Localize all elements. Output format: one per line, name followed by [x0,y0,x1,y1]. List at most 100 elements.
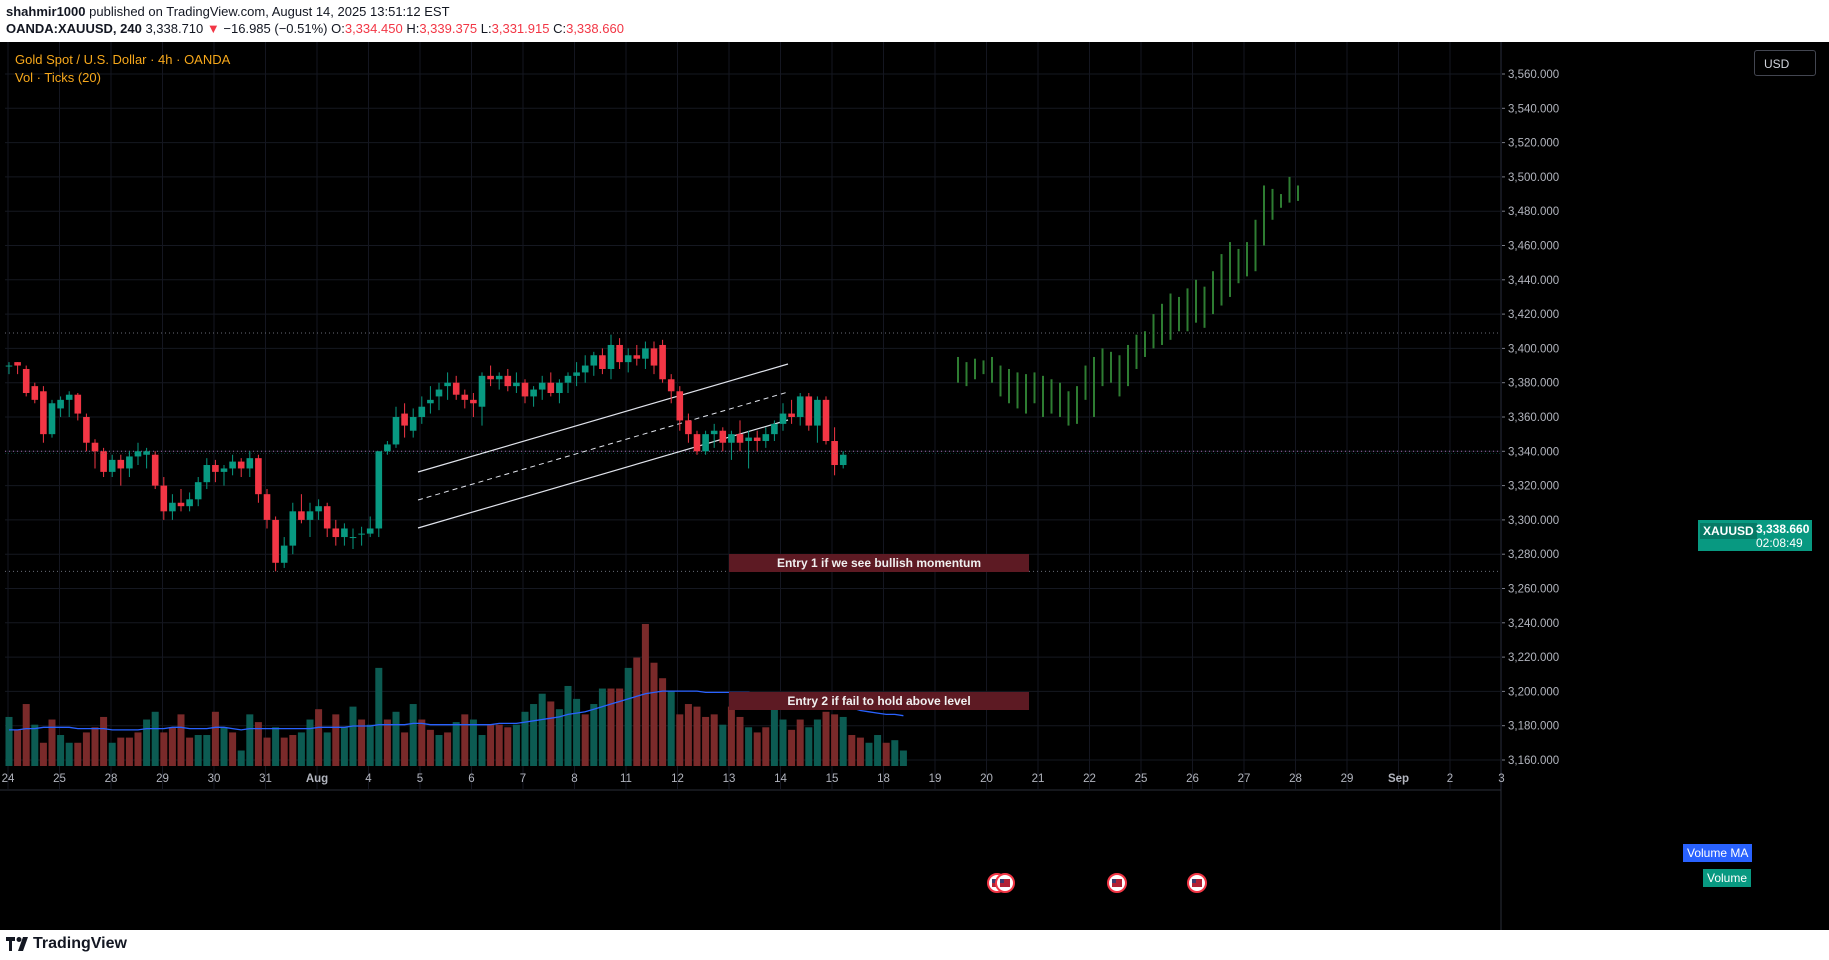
volume-bar [624,667,632,766]
candle-body [530,389,537,397]
volume-bar [435,735,443,766]
low-value: 3,331.915 [491,21,550,36]
candle-body [14,362,21,366]
volume-bar [607,688,615,766]
volume-bar [366,724,374,766]
time-tick-label: 26 [1186,773,1199,785]
volume-bar [736,716,744,766]
candle-body [599,355,606,369]
candle-body [556,382,563,393]
publication-info: shahmir1000 published on TradingView.com… [6,4,450,19]
volume-bar [745,727,753,766]
currency-button[interactable]: USD [1754,50,1816,76]
price-tick-label: 3,520.000 [1508,138,1559,150]
volume-bar [254,722,262,766]
candle-body [40,391,47,435]
time-tick-label: 19 [929,773,942,785]
time-tick-label: 12 [671,773,684,785]
volume-bar [616,688,624,766]
candle-body [667,379,675,392]
volume-bar [822,711,830,766]
time-tick-label: 5 [417,773,423,785]
price-tick-label: 3,540.000 [1508,103,1559,115]
volume-bar [891,740,899,766]
volume-bar [349,706,357,766]
tradingview-logo[interactable]: TradingView [6,935,127,953]
volume-bar [753,732,761,766]
annotation-text: Entry 2 if fail to hold above level [787,694,970,708]
chart-title: Gold Spot / U.S. Dollar · 4h · OANDA [15,52,231,67]
candle-body [521,382,529,397]
candle-body [91,442,99,452]
candle-body [444,382,451,387]
annotation-box [729,692,1029,710]
price-tick-label: 3,180.000 [1508,721,1559,733]
volume-bar [220,727,228,766]
volume-bar [31,724,39,766]
candle-body [194,482,202,500]
candle-body [126,456,133,469]
tradingview-logo-icon [6,937,28,951]
candle-body [392,417,400,445]
volume-bar [151,711,159,766]
volume-badge: Volume [1703,869,1752,887]
candle-body [719,430,727,443]
volume-bar [418,719,426,766]
time-tick-label: 29 [1341,773,1354,785]
published-text: published on TradingView.com, August 14,… [89,4,450,19]
price-chart[interactable]: 3,560.000 3,540.000 3,520.000 3,500.000 3,48… [0,42,1829,930]
candle-body [48,403,56,435]
volume-bar [856,737,864,766]
event-flag-canton [1192,879,1196,883]
candle-body [401,413,408,426]
volume-bar [478,735,486,766]
volume-bar [831,714,839,766]
candle-body [590,355,598,366]
volume-bar [100,716,108,766]
volume-bar [160,732,168,766]
economic-event-icon [995,873,1015,893]
volume-bar [203,735,211,766]
candle-body [83,417,90,443]
volume-bar [409,704,417,766]
volume-bar [487,724,495,766]
price-change: −16.985 (−0.51%) [223,21,328,36]
candle-body [779,413,787,424]
candle-body [504,375,512,387]
volume-bar [57,735,65,766]
volume-pane [5,624,907,766]
time-tick-label: 8 [571,773,577,785]
volume-bar [65,742,73,766]
volume-bar [22,704,30,766]
volume-bar [375,667,383,766]
candle-body [100,451,107,472]
time-tick-label: 31 [259,773,272,785]
candle-body [366,528,374,534]
candle-body [203,465,211,483]
candle-body [341,528,348,538]
candle-body [263,494,271,520]
candle-body [5,365,13,367]
volume-bar [469,719,477,766]
time-tick-label: 25 [53,773,66,785]
volume-bar [719,724,727,766]
price-tick-label: 3,320.000 [1508,481,1559,493]
volume-bar [788,729,796,766]
publication-header: shahmir1000 published on TradingView.com… [0,0,1829,42]
author-name[interactable]: shahmir1000 [6,4,86,19]
time-tick-label: 30 [208,773,221,785]
candle-body [306,511,314,520]
volume-bar [48,719,56,766]
volume-bar [874,735,882,766]
volume-bar [280,737,288,766]
time-tick-label: 29 [156,773,169,785]
volume-indicator-title[interactable]: Vol · Ticks (20) [15,70,101,85]
volume-bar [194,735,202,766]
candle-body [349,537,357,539]
candles [5,334,847,572]
chart-area[interactable]: 3,560.000 3,540.000 3,520.000 3,500.000 3,48… [0,42,1829,930]
candle-body [487,375,494,380]
volume-bar [117,737,125,766]
volume-bar [521,711,529,766]
volume-bar [762,727,770,766]
